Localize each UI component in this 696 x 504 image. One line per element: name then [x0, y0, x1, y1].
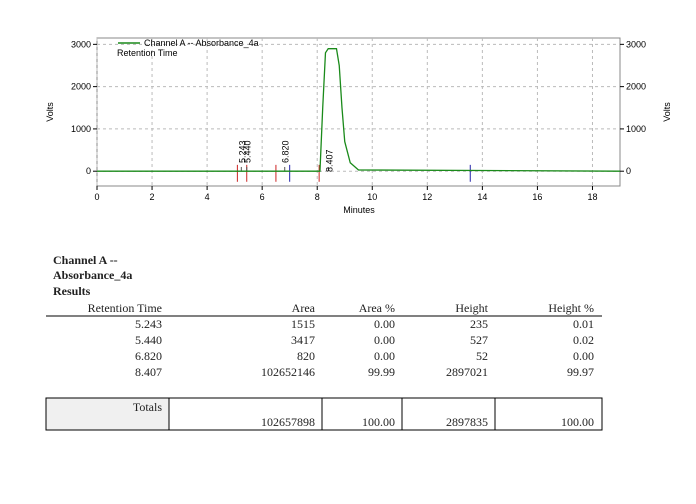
x-tick-label: 10	[367, 192, 377, 202]
table-cell: 8.407	[135, 365, 162, 379]
column-header: Area	[292, 301, 316, 315]
y2-tick-label: 3000	[626, 39, 646, 49]
totals-cell: 100.00	[362, 415, 395, 429]
report-heading: Results	[53, 284, 91, 298]
peak-label: 8.407	[324, 149, 334, 172]
peak-label: 5.243	[237, 140, 247, 163]
table-cell: 0.00	[573, 349, 594, 363]
y2-tick-label: 0	[626, 166, 631, 176]
x-tick-label: 6	[260, 192, 265, 202]
table-cell: 0.00	[374, 333, 395, 347]
x-tick-label: 12	[422, 192, 432, 202]
series-line	[97, 48, 621, 172]
annotation: Retention Time	[117, 48, 178, 58]
table-cell: 0.01	[573, 317, 594, 331]
x-tick-label: 2	[150, 192, 155, 202]
column-header: Retention Time	[88, 301, 162, 315]
table-cell: 102652146	[261, 365, 315, 379]
report-heading: Channel A --	[53, 253, 118, 267]
table-cell: 3417	[291, 333, 315, 347]
y-tick-label: 2000	[71, 82, 91, 92]
report-heading: Absorbance_4a	[53, 268, 132, 282]
peak-label: 5.440	[243, 140, 253, 163]
y2-tick-label: 2000	[626, 82, 646, 92]
table-cell: 99.97	[567, 365, 594, 379]
table-cell: 235	[470, 317, 488, 331]
column-header: Height	[455, 301, 488, 315]
x-tick-label: 18	[587, 192, 597, 202]
y2-axis-label: Volts	[662, 102, 672, 122]
x-tick-label: 16	[532, 192, 542, 202]
table-cell: 5.440	[135, 333, 162, 347]
x-tick-label: 0	[94, 192, 99, 202]
table-cell: 1515	[291, 317, 315, 331]
x-tick-label: 14	[477, 192, 487, 202]
totals-label: Totals	[133, 400, 162, 414]
totals-cell: 100.00	[561, 415, 594, 429]
totals-cell: 2897835	[446, 415, 488, 429]
totals-cell: 102657898	[261, 415, 315, 429]
y-tick-label: 1000	[71, 124, 91, 134]
y2-tick-label: 1000	[626, 124, 646, 134]
table-cell: 5.243	[135, 317, 162, 331]
table-cell: 820	[297, 349, 315, 363]
table-cell: 52	[476, 349, 488, 363]
table-cell: 2897021	[446, 365, 488, 379]
y-tick-label: 3000	[71, 39, 91, 49]
peak-label: 6.820	[281, 140, 291, 163]
x-tick-label: 4	[205, 192, 210, 202]
totals-cells	[168, 397, 603, 431]
x-axis-label: Minutes	[343, 205, 375, 215]
plot-area	[96, 37, 621, 187]
legend-entry: Channel A -- Absorbance_4a	[144, 38, 259, 48]
table-cell: 527	[470, 333, 488, 347]
column-header: Height %	[548, 301, 594, 315]
table-cell: 6.820	[135, 349, 162, 363]
table-cell: 0.00	[374, 317, 395, 331]
y-tick-label: 0	[86, 166, 91, 176]
table-cell: 99.99	[368, 365, 395, 379]
x-tick-label: 8	[315, 192, 320, 202]
column-header: Area %	[359, 301, 395, 315]
y-axis-label: Volts	[45, 102, 55, 122]
table-cell: 0.02	[573, 333, 594, 347]
table-cell: 0.00	[374, 349, 395, 363]
